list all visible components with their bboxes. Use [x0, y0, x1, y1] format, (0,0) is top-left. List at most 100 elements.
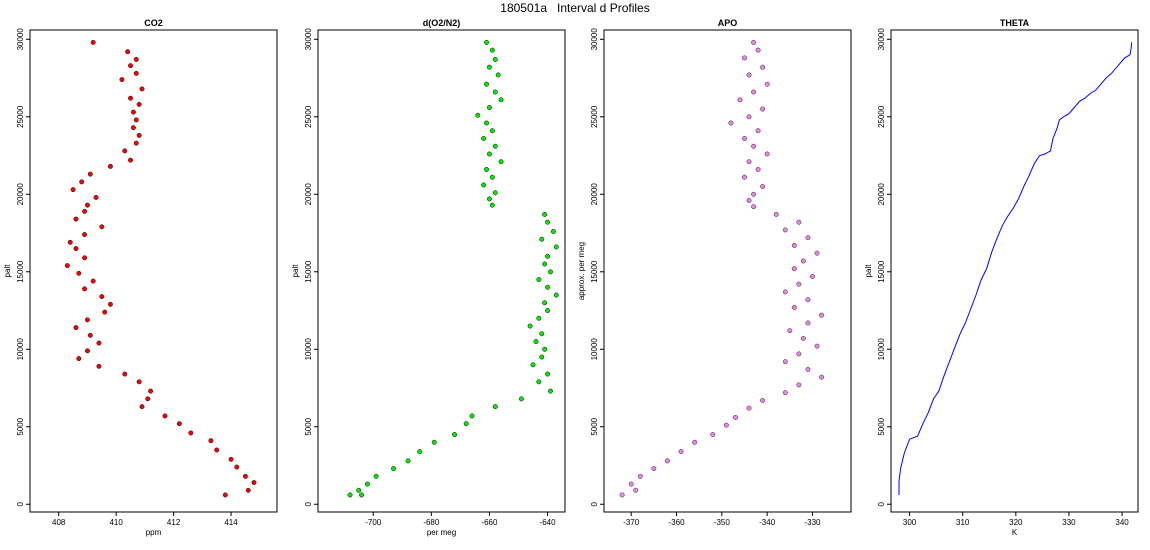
- y-tick-label: 25000: [877, 105, 886, 128]
- x-tick-label: 412: [167, 518, 181, 527]
- data-point: [484, 81, 489, 87]
- data-point: [356, 487, 362, 493]
- data-point: [148, 388, 154, 394]
- data-point: [751, 204, 757, 210]
- data-point: [82, 232, 88, 238]
- y-tick-label: 10000: [877, 338, 886, 361]
- data-point: [746, 159, 752, 165]
- data-point: [486, 196, 492, 202]
- data-point: [791, 242, 797, 248]
- data-point: [130, 125, 136, 131]
- plot-frame: [890, 29, 1139, 513]
- data-point: [746, 72, 752, 78]
- data-point: [492, 143, 498, 149]
- data-point: [651, 466, 657, 472]
- data-point: [751, 39, 757, 45]
- data-point: [139, 86, 145, 92]
- y-tick-label: 10000: [16, 338, 25, 361]
- data-point: [518, 396, 524, 402]
- x-axis-label: ppm: [146, 528, 162, 537]
- panel-title: THETA: [1000, 18, 1030, 28]
- data-point: [486, 105, 492, 110]
- x-tick-label: -330: [804, 518, 821, 527]
- data-point: [102, 309, 108, 315]
- data-point: [728, 120, 734, 126]
- data-point: [486, 64, 492, 70]
- x-tick-label: -700: [365, 518, 382, 527]
- data-point: [782, 390, 788, 396]
- x-axis-label: per meg: [427, 528, 456, 537]
- data-point: [810, 273, 815, 279]
- data-point: [782, 227, 788, 233]
- data-point: [545, 308, 551, 313]
- data-point: [796, 351, 802, 357]
- y-axis-label: palt: [291, 264, 300, 278]
- y-tick-label: 15000: [877, 260, 886, 283]
- data-point: [347, 492, 353, 498]
- y-tick-label: 20000: [877, 183, 886, 206]
- data-point: [484, 167, 489, 172]
- data-point: [431, 439, 437, 445]
- data-point: [550, 229, 556, 234]
- x-axis-label: K: [1012, 528, 1018, 537]
- chart-panel-1: CO2 408 410 412 414 ppm 0 5000 10000 15000 20000 25…: [3, 18, 278, 537]
- data-point: [87, 171, 93, 177]
- data-point: [530, 362, 536, 368]
- y-axis-label: palt: [864, 264, 873, 278]
- panel-title: d(O2/N2): [423, 18, 461, 28]
- data-point: [539, 331, 545, 337]
- y-tick-label: 10000: [590, 338, 599, 361]
- data-point: [542, 300, 548, 306]
- data-point: [764, 81, 770, 87]
- data-point: [539, 354, 545, 360]
- data-point: [760, 184, 766, 189]
- data-point: [746, 114, 752, 120]
- data-point: [710, 432, 716, 437]
- data-point: [814, 343, 820, 349]
- x-tick-label: -680: [423, 518, 440, 527]
- data-point: [133, 117, 139, 123]
- data-point: [746, 405, 752, 411]
- y-tick-label: 0: [16, 501, 25, 506]
- data-point: [481, 182, 487, 188]
- data-point: [742, 55, 747, 61]
- data-point: [228, 456, 234, 462]
- y-tick-label: 5000: [590, 417, 599, 435]
- data-point: [96, 340, 102, 346]
- data-point: [122, 148, 128, 154]
- data-point: [492, 56, 498, 62]
- data-point: [463, 421, 469, 427]
- data-point: [545, 371, 551, 377]
- data-point: [628, 481, 634, 487]
- data-point: [84, 202, 90, 208]
- data-point: [791, 266, 797, 272]
- data-point: [417, 449, 423, 455]
- data-point: [723, 422, 729, 428]
- data-point: [633, 487, 639, 493]
- chart-panel-4: THETA 300 310 320 330 340 K 0 5000 10000 15000 2000…: [864, 18, 1139, 537]
- data-point: [760, 106, 766, 112]
- data-point: [800, 258, 806, 264]
- theta-profile-line: [898, 42, 1133, 495]
- data-point: [805, 297, 811, 303]
- x-tick-label: -340: [759, 518, 776, 527]
- y-tick-label: 30000: [304, 28, 313, 51]
- y-tick-label: 30000: [16, 28, 25, 51]
- x-tick-label: -350: [714, 518, 731, 527]
- data-point: [678, 449, 684, 455]
- data-point: [746, 198, 752, 203]
- data-point: [122, 371, 128, 377]
- data-point: [553, 292, 559, 298]
- data-point: [128, 63, 133, 69]
- data-point: [90, 39, 96, 45]
- data-point: [125, 49, 131, 55]
- plot-frame: [603, 29, 852, 513]
- y-tick-label: 25000: [304, 105, 313, 128]
- data-point: [536, 379, 542, 385]
- data-point: [107, 301, 113, 307]
- data-point: [553, 244, 559, 250]
- x-tick-label: 408: [52, 518, 66, 527]
- data-point: [819, 374, 824, 380]
- data-point: [533, 339, 539, 344]
- x-tick-label: 320: [1009, 518, 1023, 527]
